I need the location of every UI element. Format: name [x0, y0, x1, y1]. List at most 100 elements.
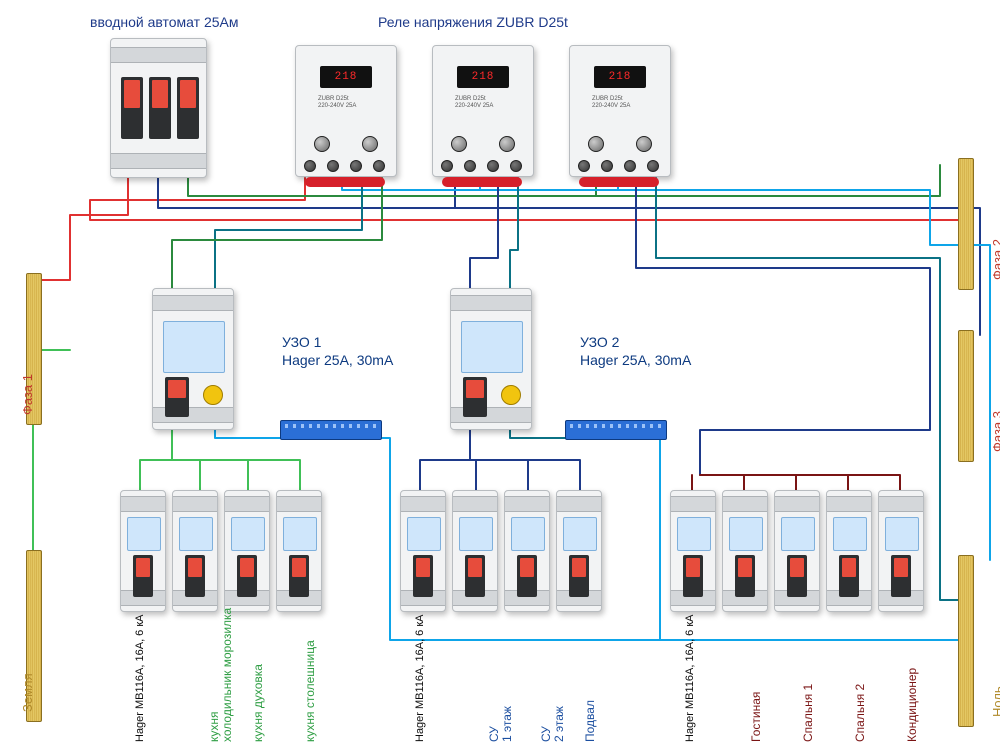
relay-knob[interactable] [451, 136, 467, 152]
relay-mount-strip [442, 177, 522, 187]
wire [510, 178, 518, 288]
rcd-uzo-2 [450, 288, 532, 430]
breaker-window [179, 517, 213, 551]
breaker-toggle[interactable] [149, 77, 171, 139]
breaker-toggle[interactable] [569, 555, 589, 597]
breaker-toggle[interactable] [683, 555, 703, 597]
busbar-label-left_bot: Земля [20, 673, 35, 712]
wire [636, 178, 930, 475]
relay-terminal [441, 160, 453, 172]
breaker-circuit-label: Кондиционер [906, 612, 919, 742]
wire [140, 428, 172, 490]
breaker-circuit-label: кухня духовка [252, 612, 265, 742]
wire [470, 460, 580, 490]
breaker-toggle[interactable] [787, 555, 807, 597]
relay-mount-strip [579, 177, 659, 187]
wire [615, 438, 660, 640]
breaker-toggle[interactable] [185, 555, 205, 597]
busbar-right_1 [958, 158, 974, 290]
relay-knob[interactable] [499, 136, 515, 152]
busbar-label-left_top: Фаза 1 [20, 374, 35, 415]
relay-knob[interactable] [362, 136, 378, 152]
breaker-model-label: Hager MB116A, 16A, 6 кА [684, 614, 696, 742]
relay-terminal [327, 160, 339, 172]
breaker-model-label: Hager MB116A, 16A, 6 кА [414, 614, 426, 742]
breaker-circuit-label: кухня столешница [304, 612, 317, 742]
breaker-circuit-label: СУ2 этаж [540, 612, 566, 742]
uzo-sublabel: Hager 25A, 30mA [282, 352, 393, 368]
circuit-breaker-1 [120, 490, 166, 612]
circuit-breaker-12 [826, 490, 872, 612]
relay-display: 218 [320, 66, 372, 88]
breaker-toggle[interactable] [289, 555, 309, 597]
uzo-test-button[interactable] [203, 385, 223, 405]
wire [172, 460, 300, 490]
breaker-toggle[interactable] [517, 555, 537, 597]
circuit-breaker-13 [878, 490, 924, 612]
breaker-model-label: Hager MB116A, 16A, 6 кА [134, 614, 146, 742]
relay-display: 218 [594, 66, 646, 88]
relay-display: 218 [457, 66, 509, 88]
relay-terminal [487, 160, 499, 172]
relay-mount-strip [305, 177, 385, 187]
busbar-label-right_1: Фаза 2 [990, 239, 1000, 280]
wire [420, 428, 470, 490]
uzo-toggle[interactable] [463, 377, 487, 417]
breaker-toggle[interactable] [413, 555, 433, 597]
relay-terminal [624, 160, 636, 172]
circuit-breaker-10 [722, 490, 768, 612]
breaker-toggle[interactable] [735, 555, 755, 597]
breaker-window [231, 517, 265, 551]
breaker-toggle[interactable] [839, 555, 859, 597]
relay-terminal [647, 160, 659, 172]
circuit-breaker-9 [670, 490, 716, 612]
breaker-circuit-label: Спальня 1 [802, 612, 815, 742]
wire [476, 460, 528, 490]
rcd-uzo-1 [152, 288, 234, 430]
relay-knob[interactable] [314, 136, 330, 152]
breaker-window [127, 517, 161, 551]
wire [700, 475, 900, 490]
neutral-terminal-block [565, 420, 667, 440]
relay-knob[interactable] [588, 136, 604, 152]
wire [215, 178, 362, 288]
neutral-terminal-block [280, 420, 382, 440]
circuit-breaker-6 [452, 490, 498, 612]
breaker-toggle[interactable] [177, 77, 199, 139]
breaker-window [563, 517, 597, 551]
busbar-right_2 [958, 330, 974, 462]
circuit-breaker-8 [556, 490, 602, 612]
circuit-breaker-3 [224, 490, 270, 612]
breaker-toggle[interactable] [121, 77, 143, 139]
relay-terminal [350, 160, 362, 172]
uzo-window [461, 321, 523, 373]
circuit-breaker-11 [774, 490, 820, 612]
voltage-relay-1: 218ZUBR D25t220-240V 25A [295, 45, 397, 177]
breaker-window [781, 517, 815, 551]
title-voltage-relay: Реле напряжения ZUBR D25t [378, 14, 568, 30]
busbar-label-right_2: Фаза 3 [990, 411, 1000, 452]
wire [455, 208, 980, 335]
breaker-window [729, 517, 763, 551]
breaker-circuit-label: Гостиная [750, 612, 763, 742]
busbar-label-right_3: Ноль [990, 686, 1000, 717]
breaker-window [677, 517, 711, 551]
main-breaker [110, 38, 207, 178]
breaker-toggle[interactable] [891, 555, 911, 597]
relay-terminal [464, 160, 476, 172]
relay-knob[interactable] [636, 136, 652, 152]
wire [188, 176, 596, 196]
breaker-circuit-label: кухняхолодильник морозилка [208, 612, 234, 742]
relay-spec-text: ZUBR D25t220-240V 25A [592, 96, 652, 109]
breaker-toggle[interactable] [465, 555, 485, 597]
breaker-toggle[interactable] [237, 555, 257, 597]
breaker-window [885, 517, 919, 551]
wire [200, 460, 248, 490]
breaker-circuit-label: Спальня 2 [854, 612, 867, 742]
uzo-toggle[interactable] [165, 377, 189, 417]
uzo-test-button[interactable] [501, 385, 521, 405]
circuit-breaker-5 [400, 490, 446, 612]
breaker-window [283, 517, 317, 551]
breaker-toggle[interactable] [133, 555, 153, 597]
breaker-circuit-label: Подвал [584, 612, 597, 742]
